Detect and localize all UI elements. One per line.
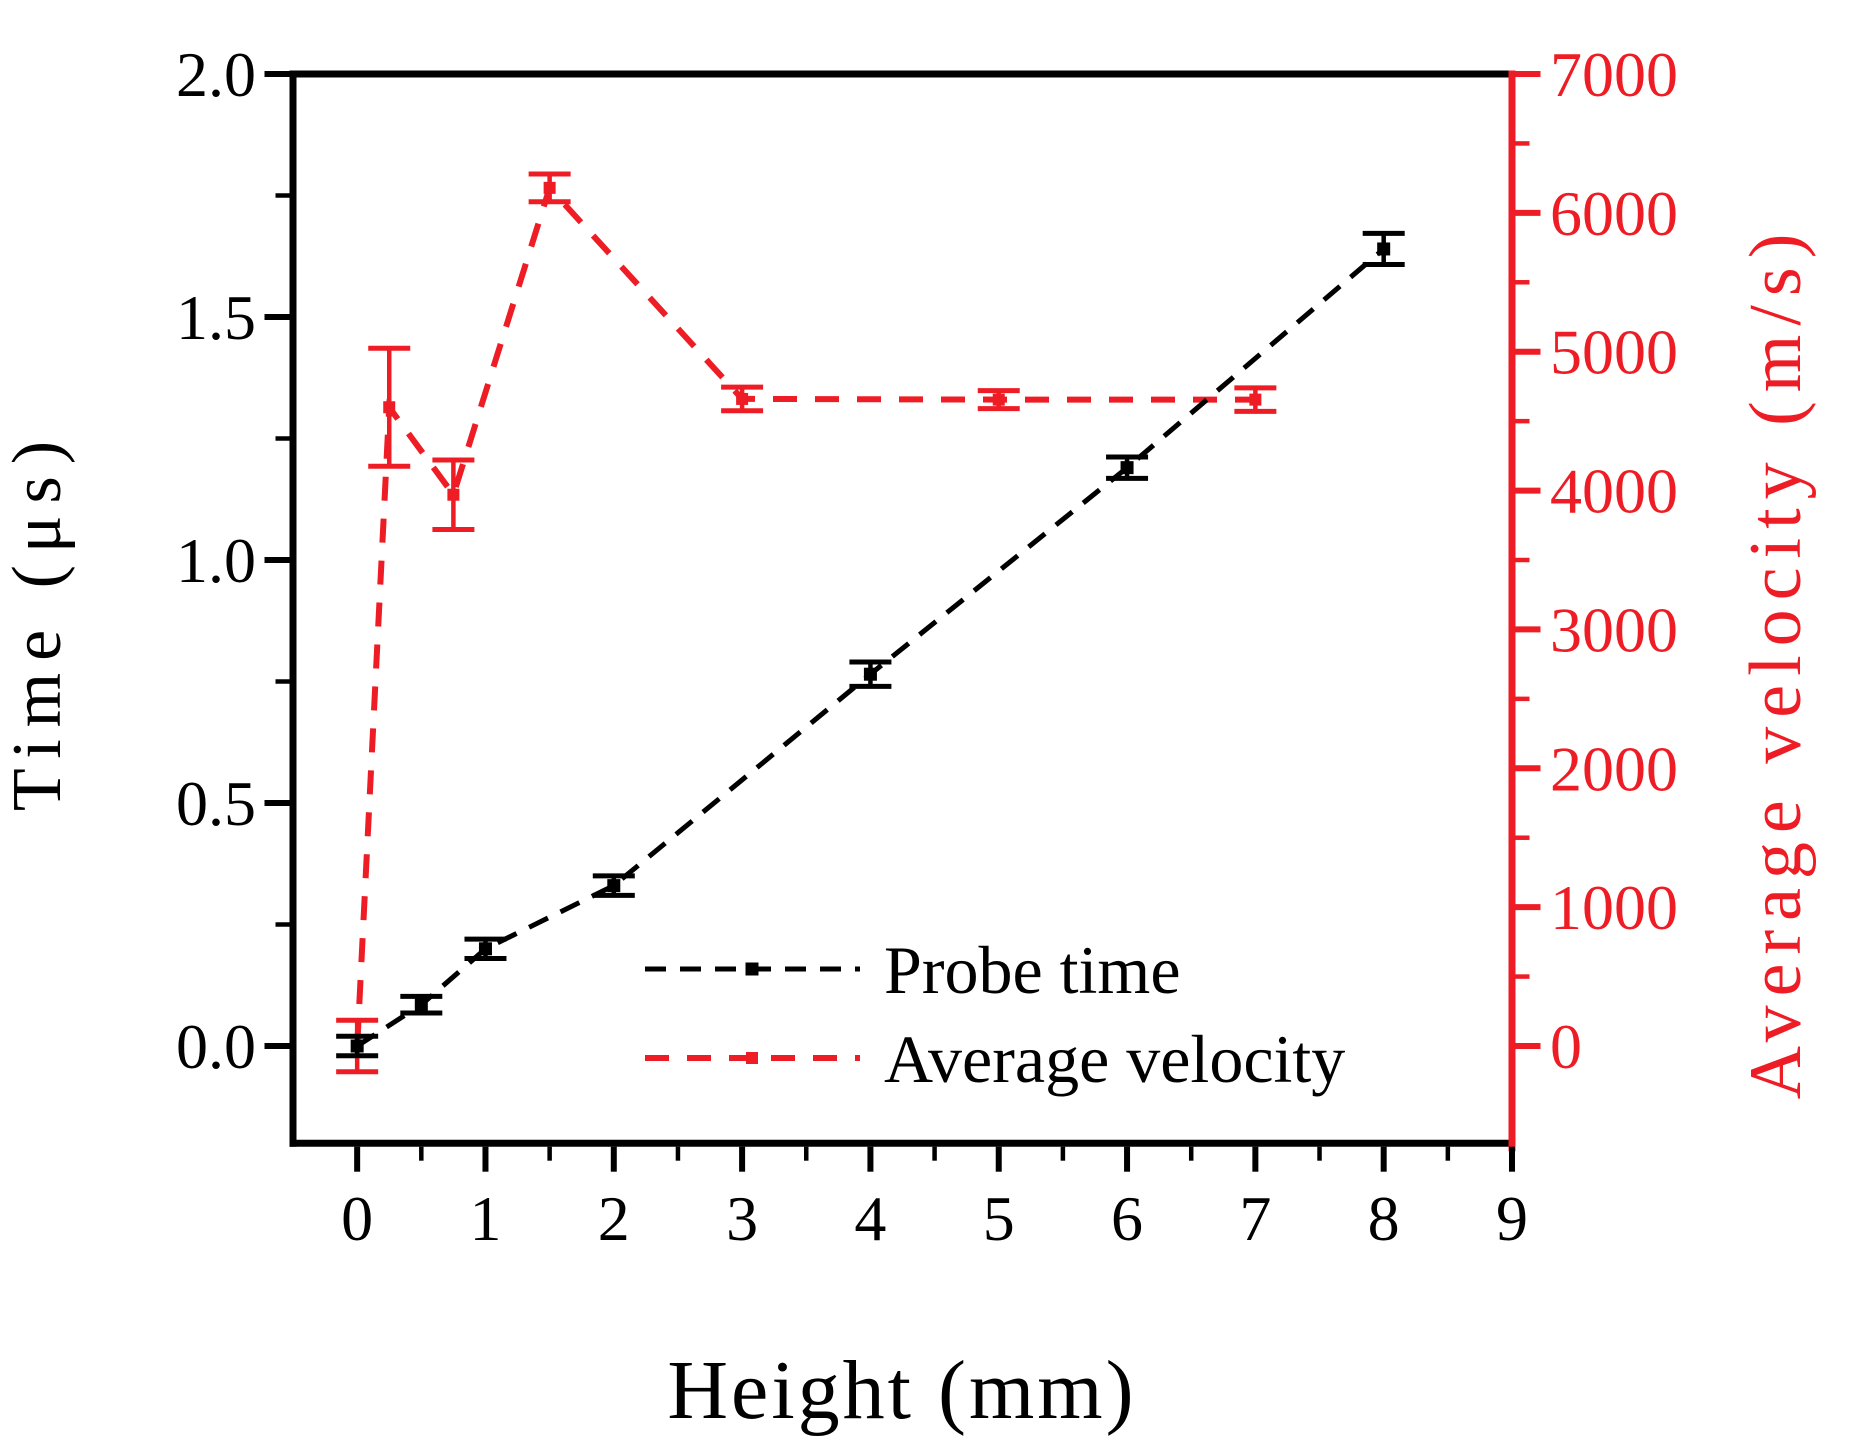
data-marker bbox=[736, 392, 749, 405]
series-layer bbox=[336, 171, 1405, 1075]
data-marker bbox=[447, 488, 460, 501]
x-tick-label: 6 bbox=[1111, 1183, 1143, 1254]
y-right-tick-label: 3000 bbox=[1550, 594, 1678, 665]
series-line bbox=[354, 182, 1256, 1047]
axes-layer bbox=[264, 70, 1541, 1172]
y-right-tick-label: 1000 bbox=[1550, 872, 1678, 943]
data-marker bbox=[478, 942, 492, 956]
legend-label: Probe time bbox=[884, 932, 1181, 1008]
y-right-tick-label: 6000 bbox=[1550, 178, 1678, 249]
x-tick-label: 7 bbox=[1239, 1183, 1271, 1254]
data-marker bbox=[350, 1039, 364, 1053]
y-right-tick-label: 2000 bbox=[1550, 733, 1678, 804]
legend-item-average-velocity: Average velocity bbox=[645, 1021, 1345, 1097]
legend-marker bbox=[746, 1052, 758, 1064]
x-tick-label: 1 bbox=[469, 1183, 501, 1254]
y-right-tick-label: 4000 bbox=[1550, 456, 1678, 527]
data-marker bbox=[543, 181, 556, 194]
x-axis-title: Height (mm) bbox=[667, 1344, 1136, 1437]
y-axis-title-left: Time (μs) bbox=[0, 429, 76, 811]
series-probe-time bbox=[336, 230, 1405, 1059]
legend-item-probe-time: Probe time bbox=[645, 932, 1181, 1008]
data-marker bbox=[414, 998, 428, 1012]
y-axis-title-right: Average velocity (m/s) bbox=[1735, 225, 1817, 1100]
data-marker bbox=[607, 879, 621, 893]
y-left-tick-label: 1.0 bbox=[176, 525, 256, 596]
x-tick-label: 0 bbox=[341, 1183, 373, 1254]
x-tick-label: 5 bbox=[983, 1183, 1015, 1254]
series-line bbox=[355, 247, 1386, 1049]
y-left-tick-label: 2.0 bbox=[176, 39, 256, 110]
x-tick-label: 3 bbox=[726, 1183, 758, 1254]
y-left-tick-label: 0.5 bbox=[176, 768, 256, 839]
legend: Probe time Average velocity bbox=[645, 932, 1345, 1097]
data-marker bbox=[863, 667, 877, 681]
data-marker bbox=[992, 393, 1005, 406]
x-tick-label: 2 bbox=[598, 1183, 630, 1254]
x-tick-label: 9 bbox=[1496, 1183, 1528, 1254]
legend-marker bbox=[745, 962, 759, 976]
data-marker bbox=[1120, 461, 1134, 475]
y-right-tick-label: 0 bbox=[1550, 1011, 1582, 1082]
y-right-tick-label: 5000 bbox=[1550, 317, 1678, 388]
y-right-tick-label: 7000 bbox=[1550, 39, 1678, 110]
data-marker bbox=[1249, 393, 1262, 406]
legend-label: Average velocity bbox=[884, 1021, 1345, 1097]
tick-labels-layer: 0 1 2 3 4 5 6 7 8 9 0.0 0.5 1.0 1.5 2.0 0 1000 2000 3000 40… bbox=[176, 39, 1678, 1254]
y-left-tick-label: 1.5 bbox=[176, 282, 256, 353]
data-marker bbox=[1377, 242, 1391, 256]
x-tick-label: 8 bbox=[1368, 1183, 1400, 1254]
x-tick-label: 4 bbox=[854, 1183, 886, 1254]
data-marker bbox=[383, 401, 396, 414]
y-left-tick-label: 0.0 bbox=[176, 1011, 256, 1082]
